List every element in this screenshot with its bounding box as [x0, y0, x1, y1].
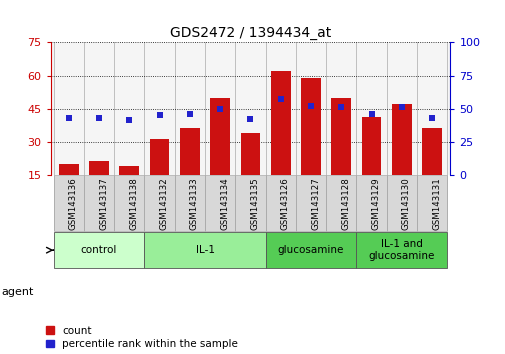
- FancyBboxPatch shape: [205, 175, 235, 231]
- Legend: count, percentile rank within the sample: count, percentile rank within the sample: [45, 326, 238, 349]
- Text: GSM143126: GSM143126: [280, 177, 289, 230]
- FancyBboxPatch shape: [114, 175, 144, 231]
- Text: GSM143135: GSM143135: [250, 177, 259, 230]
- Title: GDS2472 / 1394434_at: GDS2472 / 1394434_at: [170, 26, 330, 40]
- Point: [397, 104, 405, 110]
- Text: glucosamine: glucosamine: [277, 245, 343, 255]
- Bar: [391, 104, 411, 175]
- Text: GSM143138: GSM143138: [129, 177, 138, 230]
- Text: GSM143127: GSM143127: [311, 177, 319, 230]
- Text: GSM143128: GSM143128: [341, 177, 349, 230]
- FancyBboxPatch shape: [356, 175, 386, 231]
- Bar: [361, 118, 381, 175]
- Text: GSM143129: GSM143129: [371, 177, 380, 230]
- Point: [307, 103, 315, 109]
- FancyBboxPatch shape: [144, 175, 174, 231]
- Text: agent: agent: [1, 287, 33, 297]
- Text: GSM143132: GSM143132: [159, 177, 168, 230]
- Bar: [89, 161, 109, 175]
- FancyBboxPatch shape: [144, 232, 265, 268]
- Point: [155, 112, 163, 118]
- FancyBboxPatch shape: [265, 232, 356, 268]
- Text: GSM143131: GSM143131: [431, 177, 440, 230]
- Point: [337, 104, 345, 110]
- Text: control: control: [81, 245, 117, 255]
- FancyBboxPatch shape: [295, 175, 326, 231]
- Text: GSM143134: GSM143134: [220, 177, 229, 230]
- Text: GSM143130: GSM143130: [401, 177, 410, 230]
- Bar: [180, 129, 199, 175]
- FancyBboxPatch shape: [386, 175, 416, 231]
- Bar: [240, 133, 260, 175]
- FancyBboxPatch shape: [356, 232, 446, 268]
- Text: IL-1 and
glucosamine: IL-1 and glucosamine: [368, 239, 434, 261]
- Bar: [331, 98, 350, 175]
- Bar: [270, 71, 290, 175]
- FancyBboxPatch shape: [326, 175, 356, 231]
- FancyBboxPatch shape: [54, 232, 144, 268]
- Text: IL-1: IL-1: [195, 245, 214, 255]
- FancyBboxPatch shape: [54, 175, 84, 231]
- Bar: [149, 139, 169, 175]
- Bar: [210, 98, 230, 175]
- Point: [65, 115, 73, 121]
- Point: [367, 111, 375, 117]
- Point: [276, 97, 284, 102]
- Bar: [300, 78, 320, 175]
- Point: [185, 111, 193, 117]
- Point: [95, 115, 103, 121]
- Bar: [59, 164, 78, 175]
- Point: [216, 106, 224, 112]
- Point: [246, 116, 254, 122]
- Point: [125, 118, 133, 123]
- FancyBboxPatch shape: [265, 175, 295, 231]
- Text: GSM143136: GSM143136: [69, 177, 78, 230]
- Bar: [119, 166, 139, 175]
- Bar: [422, 129, 441, 175]
- FancyBboxPatch shape: [174, 175, 205, 231]
- Text: GSM143137: GSM143137: [99, 177, 108, 230]
- Text: GSM143133: GSM143133: [189, 177, 198, 230]
- FancyBboxPatch shape: [416, 175, 446, 231]
- Point: [427, 115, 435, 121]
- FancyBboxPatch shape: [84, 175, 114, 231]
- FancyBboxPatch shape: [235, 175, 265, 231]
